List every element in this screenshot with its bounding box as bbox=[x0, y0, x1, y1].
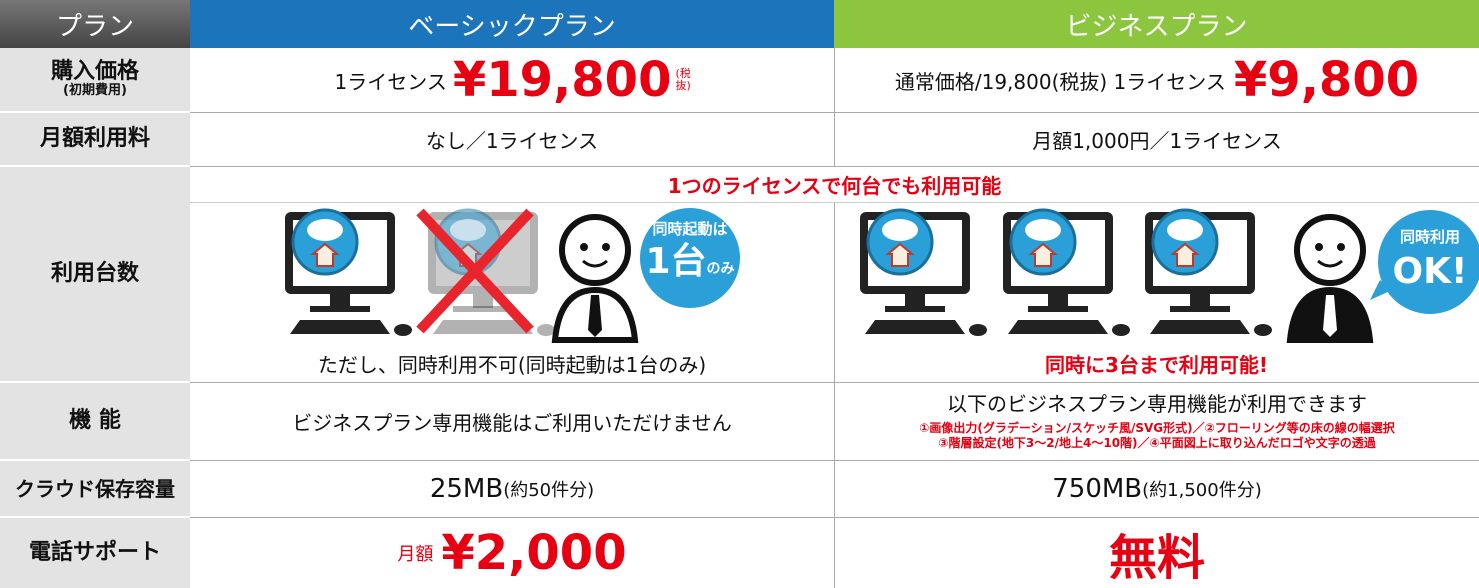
count: (約1,500件分) bbox=[1142, 480, 1262, 501]
row-label: 月額利用料 bbox=[0, 113, 190, 167]
feature-item: ③階層設定(地下3～2/地上4～10階)／④平面図上に取り込んだロゴや文字の透過 bbox=[938, 436, 1376, 450]
icon-part bbox=[885, 306, 945, 312]
amount: 無料 bbox=[1108, 530, 1205, 586]
icon-circle bbox=[1315, 243, 1323, 251]
prefix: 月額 bbox=[397, 544, 434, 565]
amount: ¥9,800 bbox=[1233, 52, 1420, 108]
icon-part bbox=[1048, 294, 1068, 308]
icon-circle bbox=[1378, 210, 1479, 314]
cell: 月額1,000円／1ライセンス bbox=[834, 113, 1479, 167]
icon-circle bbox=[1294, 214, 1366, 286]
banner: 1つのライセンスで何台でも利用可能 bbox=[190, 167, 1479, 203]
size: 750MB bbox=[1052, 474, 1143, 504]
amount: ¥19,800 bbox=[452, 52, 672, 108]
icon-part bbox=[1323, 295, 1337, 337]
row-label: クラウド保存容量 bbox=[0, 461, 190, 518]
text: 1ライセンス bbox=[334, 69, 447, 94]
icon-part bbox=[450, 219, 486, 241]
icon-part bbox=[453, 306, 513, 312]
cell: 通常価格/19,800(税抜) 1ライセンス ¥9,800 bbox=[834, 48, 1479, 113]
cell: なし／1ライセンス bbox=[190, 113, 834, 167]
icon-part bbox=[1167, 219, 1203, 241]
icon-part bbox=[588, 295, 602, 337]
icon-part bbox=[1028, 242, 1058, 267]
icon-part bbox=[1170, 242, 1200, 267]
header-label: プラン bbox=[0, 0, 190, 48]
cell: 以下のビジネスプラン専用機能が利用できます ①画像出力(グラデーション/スケッチ風… bbox=[834, 383, 1479, 461]
cell: ビジネスプラン専用機能はご利用いただけません bbox=[190, 383, 834, 461]
icon-part bbox=[885, 242, 915, 267]
icon-part bbox=[582, 259, 608, 268]
icon-part bbox=[882, 219, 918, 241]
bubble-suffix: のみ bbox=[706, 261, 735, 277]
icon-part bbox=[310, 306, 370, 312]
icon-part bbox=[330, 294, 350, 308]
icon-circle bbox=[640, 208, 740, 308]
icon-part bbox=[1317, 259, 1343, 268]
icon-part bbox=[394, 324, 412, 336]
icon-circle bbox=[559, 214, 631, 286]
row-label: 電話サポート bbox=[0, 518, 190, 588]
cell: 1ライセンス ¥19,800 (税抜) bbox=[190, 48, 834, 113]
row-label: 機 能 bbox=[0, 383, 190, 461]
row-label: 購入価格 (初期費用) bbox=[0, 48, 190, 113]
icon-part bbox=[1254, 324, 1272, 336]
cell: 750MB (約1,500件分) bbox=[834, 461, 1479, 518]
icon-part bbox=[1190, 294, 1210, 308]
label: 購入価格 bbox=[50, 59, 139, 85]
cell bbox=[190, 203, 834, 383]
sublabel: (初期費用) bbox=[63, 83, 127, 99]
cell: 月額 ¥2,000 bbox=[190, 518, 834, 588]
icon-circle bbox=[580, 243, 588, 251]
icon-circle bbox=[602, 243, 610, 251]
icon-part bbox=[537, 324, 555, 336]
feature-item: ①画像出力(グラデーション/スケッチ風/SVG形式)／②フローリング等の床の線の… bbox=[919, 421, 1395, 435]
amount: ¥2,000 bbox=[441, 525, 627, 581]
icon-part bbox=[310, 242, 340, 267]
bubble-main: 1台のみ bbox=[640, 244, 740, 280]
icon-part bbox=[905, 294, 925, 308]
cell bbox=[834, 203, 1479, 383]
row-label: 利用台数 bbox=[0, 167, 190, 383]
tax: (税抜) bbox=[675, 66, 691, 92]
icon-part bbox=[1028, 306, 1088, 312]
icon-part bbox=[1370, 280, 1392, 300]
header-basic: ベーシックプラン bbox=[190, 0, 834, 48]
icon-part bbox=[1150, 320, 1250, 334]
icon-part bbox=[1025, 219, 1061, 241]
icon-part bbox=[433, 320, 533, 334]
icon-part bbox=[1112, 324, 1130, 336]
icon-part bbox=[416, 208, 534, 334]
icon-part bbox=[1170, 306, 1230, 312]
caption: ただし、同時利用不可(同時起動は1台のみ) bbox=[317, 352, 707, 377]
count: (約50件分) bbox=[503, 480, 595, 501]
icon-part bbox=[473, 294, 493, 308]
icon-part bbox=[290, 320, 390, 334]
icon-part bbox=[1008, 320, 1108, 334]
cell: 無料 bbox=[834, 518, 1479, 588]
cell: 25MB (約50件分) bbox=[190, 461, 834, 518]
text: 通常価格/19,800(税抜) 1ライセンス bbox=[894, 69, 1226, 94]
size: 25MB bbox=[429, 474, 504, 504]
bubble-main: OK! bbox=[1392, 251, 1468, 292]
bubble-top: 同時利用 bbox=[1399, 228, 1460, 246]
bubble-top: 同時起動は bbox=[652, 220, 728, 238]
header-business: ビジネスプラン bbox=[834, 0, 1479, 48]
features-title: 以下のビジネスプラン専用機能が利用できます bbox=[947, 392, 1367, 416]
icon-part bbox=[307, 219, 343, 241]
caption: 同時に3台まで利用可能! bbox=[1044, 352, 1269, 377]
icon-part bbox=[969, 324, 987, 336]
icon-part bbox=[865, 320, 965, 334]
icon-circle bbox=[1337, 243, 1345, 251]
bubble-main-text: 1台 bbox=[645, 241, 707, 282]
